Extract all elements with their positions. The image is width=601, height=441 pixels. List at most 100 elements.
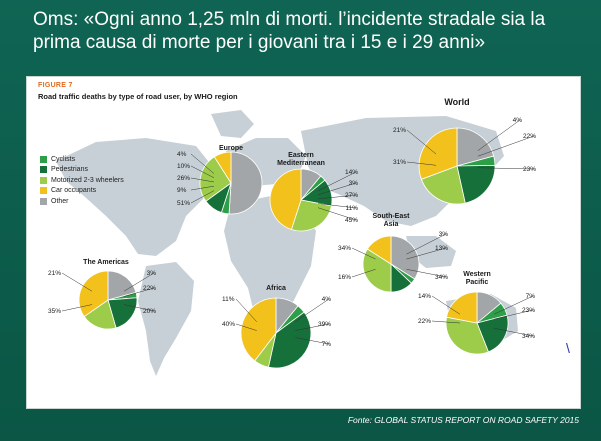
pie-label-eastern-mediterranean-4: 45%: [345, 217, 358, 224]
pie-label-europe-3: 9%: [177, 187, 187, 194]
africa-shape: [224, 196, 316, 338]
pie-label-africa-4: 40%: [222, 321, 235, 328]
leader-line-world-3: [406, 161, 437, 166]
pie-slice-eastern-mediterranean-car: [269, 168, 302, 230]
leader-line-world-0: [477, 119, 521, 151]
leader-line-the-americas-2: [123, 287, 155, 297]
legend-swatch-pedestrians: [40, 166, 47, 173]
pie-slice-south-east-asia-car: [366, 235, 392, 265]
pie-slice-europe-motorized: [199, 156, 232, 202]
region-name-eastern-mediterranean: Eastern Mediterranean: [277, 152, 325, 167]
leader-line-africa-4: [235, 323, 257, 331]
leader-line-africa-2: [295, 323, 330, 331]
legend-label-motorized: Motorized 2-3 wheelers: [51, 176, 124, 184]
leader-line-africa-1: [295, 298, 330, 323]
leader-line-europe-3: [190, 185, 214, 191]
leader-line-the-americas-4: [61, 304, 93, 312]
pie-label-the-americas-3: 20%: [143, 308, 156, 315]
leader-line-europe-1: [190, 165, 215, 178]
pie-label-world-2: 23%: [523, 166, 536, 173]
legend-label-car: Car occupants: [51, 187, 97, 194]
leader-line-europe-0: [190, 153, 215, 174]
leader-line-western-pacific-4: [431, 320, 460, 324]
pie-slice-europe-other: [228, 151, 263, 215]
leader-line-europe-4: [190, 190, 215, 204]
legend-swatch-motorized: [40, 176, 47, 184]
pie-slice-western-pacific-motorized: [445, 316, 489, 355]
pie-label-south-east-asia-2: 34%: [435, 274, 448, 281]
leader-line-western-pacific-0: [431, 295, 461, 315]
pie-slice-world-car: [418, 127, 458, 180]
pie-slice-africa-car: [240, 297, 277, 362]
leader-line-africa-3: [295, 337, 330, 345]
legend-item-pedestrians: Pedestrians: [40, 165, 124, 175]
figure-label: FIGURE 7: [38, 82, 73, 89]
pie-slice-western-pacific-car: [446, 291, 478, 324]
leader-line-western-pacific-1: [493, 295, 534, 315]
legend-label-cyclists: Cyclists: [51, 155, 76, 163]
pie-label-world-1: 22%: [523, 133, 536, 140]
world-map-chart: World 4% 22% 23% 31% 21% Europe 4% 10% 26% 9% 51% Ea…: [48, 97, 536, 376]
pie-label-eastern-mediterranean-0: 14%: [345, 169, 358, 176]
legend-swatch-other: [40, 197, 47, 205]
pie-label-africa-2: 39%: [318, 321, 331, 328]
region-name-western-pacific: Western Pacific: [463, 271, 491, 286]
leader-line-eastern-mediterranean-0: [317, 171, 357, 192]
leader-line-eastern-mediterranean-1: [317, 182, 357, 195]
leader-line-eastern-mediterranean-3: [318, 203, 357, 209]
pie-label-world-3: 31%: [393, 159, 406, 166]
pie-slice-eastern-mediterranean-motorized: [290, 199, 332, 232]
leader-line-the-americas-3: [123, 304, 155, 312]
pie-label-africa-3: 7%: [322, 341, 332, 348]
figure-title: Road traffic deaths by type of road user…: [38, 92, 238, 101]
pie-slice-the-americas-motorized: [83, 299, 117, 330]
leader-line-south-east-asia-2: [406, 269, 447, 278]
pie-label-europe-4: 51%: [177, 200, 190, 207]
pie-slice-the-americas-other: [107, 270, 137, 301]
pie-label-africa-0: 11%: [222, 296, 235, 303]
leader-line-south-east-asia-0: [406, 233, 447, 255]
pie-slice-the-americas-car: [78, 270, 109, 318]
pie-label-europe-0: 4%: [177, 151, 187, 158]
leader-line-the-americas-1: [123, 272, 155, 292]
pie-slice-the-americas-pedestrians: [107, 297, 138, 329]
leader-line-south-east-asia-4: [351, 247, 376, 260]
region-name-world: World: [444, 97, 469, 107]
pie-label-eastern-mediterranean-3: 11%: [345, 205, 358, 212]
north-america-shape: [56, 138, 216, 256]
pie-label-europe-1: 10%: [177, 163, 190, 170]
greenland-shape: [211, 110, 254, 138]
pie-label-world-4: 21%: [393, 127, 406, 134]
pie-label-the-americas-2: 22%: [143, 285, 156, 292]
chart-legend: Cyclists Pedestrians Motorized 2-3 wheel…: [40, 154, 124, 207]
legend-label-pedestrians: Pedestrians: [51, 166, 88, 173]
leader-line-south-east-asia-1: [406, 247, 447, 260]
pie-label-western-pacific-2: 23%: [522, 307, 535, 314]
leader-line-south-east-asia-3: [351, 269, 376, 278]
pie-label-south-east-asia-0: 3%: [439, 231, 449, 238]
region-name-the-americas: The Americas: [83, 259, 129, 266]
leader-line-eastern-mediterranean-2: [318, 194, 357, 200]
legend-item-car: Car occupants: [40, 186, 124, 196]
pie-charts: World 4% 22% 23% 31% 21% Europe 4% 10% 26% 9% 51% Ea…: [48, 97, 536, 369]
pie-label-europe-2: 26%: [177, 175, 190, 182]
pie-label-western-pacific-0: 14%: [418, 293, 431, 300]
pie-label-south-east-asia-4: 34%: [338, 245, 351, 252]
leader-line-the-americas-0: [61, 272, 93, 292]
legend-swatch-car: [40, 187, 47, 194]
pie-label-eastern-mediterranean-2: 27%: [345, 192, 358, 199]
pie-label-the-americas-0: 21%: [48, 270, 61, 277]
pie-label-world-0: 4%: [513, 117, 523, 124]
slide-title: Oms: «Ogni anno 1,25 mln di morti. l’inc…: [33, 9, 546, 53]
pie-slice-africa-pedestrians: [267, 311, 312, 369]
legend-item-cyclists: Cyclists: [40, 154, 124, 164]
leader-line-world-2: [477, 167, 535, 170]
leader-line-western-pacific-3: [494, 328, 534, 337]
south-america-shape: [138, 262, 194, 376]
pie-label-south-east-asia-3: 16%: [338, 274, 351, 281]
pie-label-western-pacific-3: 34%: [522, 333, 535, 340]
leader-line-world-1: [477, 135, 535, 157]
pie-slice-world-other: [456, 127, 495, 167]
legend-swatch-cyclists: [40, 155, 47, 163]
pie-label-the-americas-4: 35%: [48, 308, 61, 315]
